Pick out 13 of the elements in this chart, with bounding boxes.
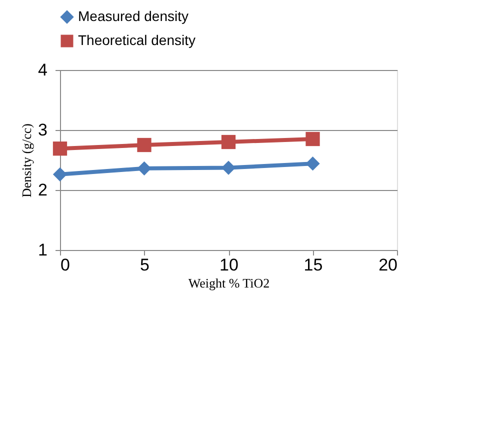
x-tick-label: 5 — [140, 256, 150, 274]
y-tick-label: 2 — [38, 180, 48, 200]
y-tick-label: 4 — [38, 60, 48, 80]
y-tick-label: 1 — [38, 240, 48, 260]
x-tick-label: 0 — [60, 256, 70, 274]
legend-label: Measured density — [78, 8, 189, 24]
x-axis-title: Weight % TiO2 — [188, 276, 270, 290]
x-tick-label: 10 — [220, 256, 238, 274]
y-tick-label: 3 — [38, 120, 48, 140]
x-tick-label: 15 — [304, 256, 323, 274]
x-tick-label: 20 — [378, 256, 398, 274]
y-axis-title: Density (g/cc) — [19, 123, 34, 198]
legend-label: Theoretical density — [78, 32, 196, 48]
